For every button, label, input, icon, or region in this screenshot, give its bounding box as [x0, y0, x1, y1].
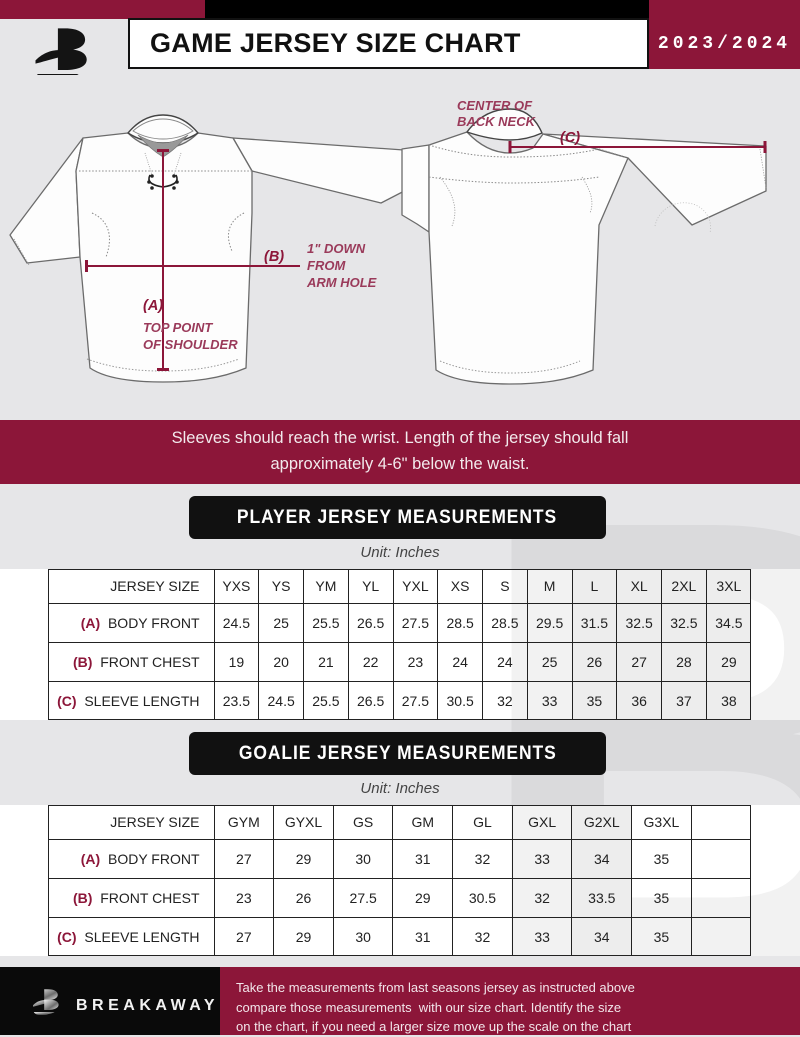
svg-text:OF SHOULDER: OF SHOULDER [143, 337, 238, 352]
svg-text:(A): (A) [143, 298, 163, 314]
svg-text:1" DOWN: 1" DOWN [307, 241, 366, 256]
svg-text:ARM HOLE: ARM HOLE [306, 275, 377, 290]
svg-text:TOP POINT: TOP POINT [143, 320, 213, 335]
svg-text:(B): (B) [264, 249, 284, 265]
svg-text:CENTER OF: CENTER OF [457, 98, 533, 113]
svg-text:BACK NECK: BACK NECK [457, 114, 537, 129]
svg-text:FROM: FROM [307, 258, 346, 273]
svg-text:(C): (C) [560, 130, 580, 146]
